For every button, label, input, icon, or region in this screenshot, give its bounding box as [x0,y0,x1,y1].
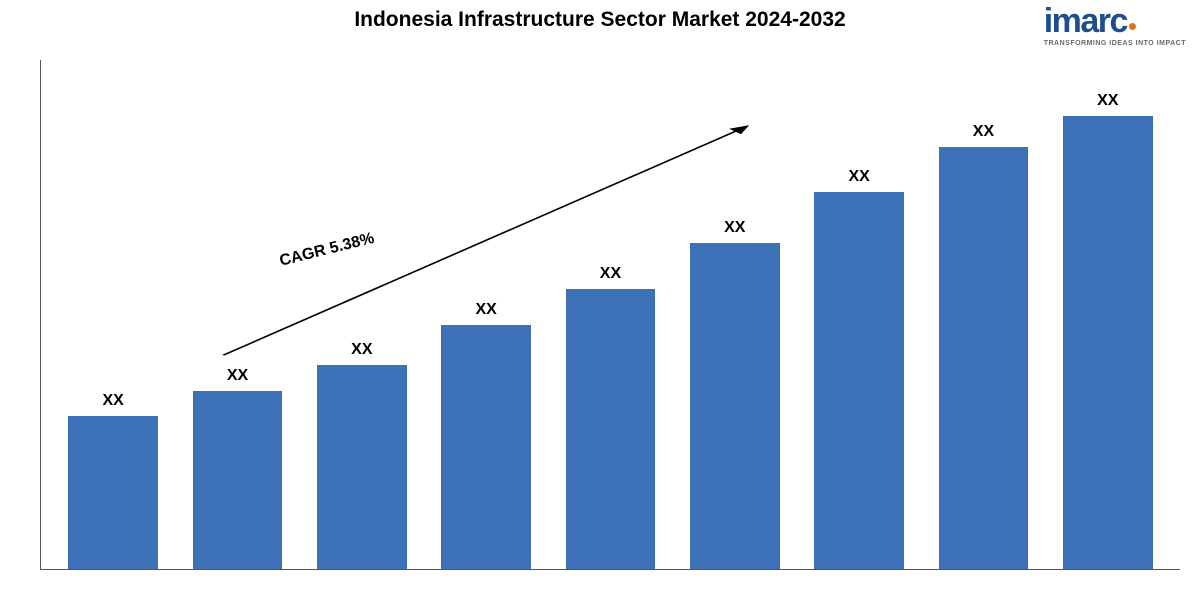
bars-container: XX XX XX XX XX XX XX XX XX [41,60,1180,569]
bar-value-label: XX [973,123,994,141]
logo-dot-icon [1129,23,1136,30]
bar-column: XX [424,60,548,569]
bar-value-label: XX [1097,92,1118,110]
bar-value-label: XX [600,265,621,283]
chart-area: CAGR 5.38% XXXXXXXXXXXXXXXXXX [40,60,1180,570]
bar-column: XX [1046,60,1170,569]
bar-value-label: XX [724,219,745,237]
brand-logo: imarc TRANSFORMING IDEAS INTO IMPACT [1044,4,1186,47]
bar-value-label: XX [102,392,123,410]
bar-value-label: XX [351,341,372,359]
bar [441,325,531,569]
bar [566,289,656,569]
bar [68,416,158,569]
bar [1063,116,1153,569]
bar [814,192,904,569]
bar-column: XX [175,60,299,569]
bar-column: XX [548,60,672,569]
bar-column: XX [921,60,1045,569]
logo-tagline: TRANSFORMING IDEAS INTO IMPACT [1044,40,1186,47]
logo-word: imarc [1044,4,1127,38]
bar [317,365,407,569]
bar-column: XX [673,60,797,569]
bar-value-label: XX [848,168,869,186]
chart-title: Indonesia Infrastructure Sector Market 2… [0,8,1200,32]
plot-area: CAGR 5.38% XXXXXXXXXXXXXXXXXX [40,60,1180,570]
bar-column: XX [797,60,921,569]
logo-text: imarc [1044,4,1186,38]
bar [939,147,1029,569]
bar-column: XX [51,60,175,569]
bar-value-label: XX [227,367,248,385]
bar [193,391,283,569]
bar [690,243,780,569]
bar-column: XX [300,60,424,569]
bar-value-label: XX [475,301,496,319]
